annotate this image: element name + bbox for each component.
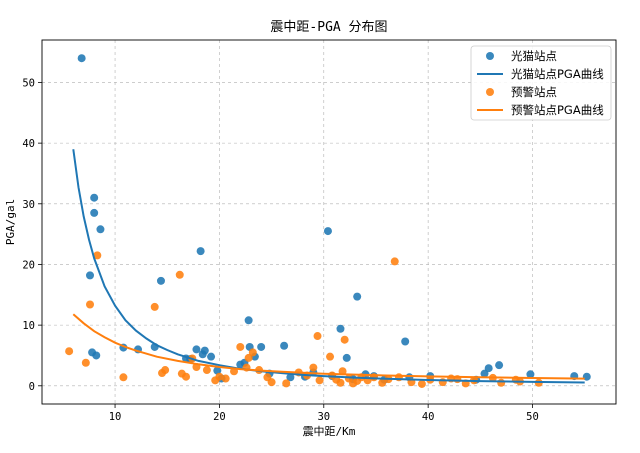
scatter-point	[156, 276, 165, 285]
scatter-point	[313, 332, 322, 341]
legend-box	[470, 45, 612, 121]
scatter-point	[244, 353, 253, 362]
scatter-point	[342, 353, 351, 362]
scatter-point	[340, 335, 349, 344]
scatter-point	[378, 378, 387, 387]
chart-title: 震中距-PGA 分布图	[270, 20, 387, 35]
scatter-point	[96, 225, 105, 234]
scatter-point	[200, 346, 209, 355]
legend-label: 光猫站点PGA曲线	[511, 67, 604, 81]
scatter-point	[484, 364, 493, 373]
scatter-point	[221, 374, 230, 383]
scatter-point	[213, 366, 222, 375]
axis-ticks: 10 20 30 40 50 0 10 20 30 40 50	[22, 77, 538, 423]
legend-label: 预警站点	[511, 85, 557, 99]
scatter-point	[86, 271, 95, 280]
scatter-point	[582, 372, 591, 381]
scatter-point	[326, 352, 335, 361]
scatter-point	[150, 302, 159, 311]
y-tick-label: 0	[29, 381, 35, 393]
scatter-point	[401, 337, 410, 346]
y-tick-label: 50	[22, 77, 35, 89]
scatter-point	[236, 342, 245, 351]
x-tick-label: 50	[526, 411, 539, 423]
scatter-point	[90, 208, 99, 217]
scatter-point	[65, 347, 74, 356]
scatter-point	[93, 251, 102, 260]
y-axis-label: PGA/gal	[4, 199, 17, 245]
scatter-point	[192, 345, 201, 354]
plot-series	[65, 54, 591, 388]
scatter-point	[92, 351, 101, 360]
scatter-point	[248, 348, 257, 357]
scatter-point	[215, 372, 224, 381]
scatter-point	[86, 300, 95, 309]
scatter-point	[257, 342, 266, 351]
fit-curve	[72, 313, 585, 380]
scatter-point	[119, 373, 128, 382]
scatter-point	[161, 366, 170, 375]
scatter-point	[90, 193, 99, 202]
y-tick-label: 20	[22, 259, 35, 271]
scatter-point	[526, 370, 535, 379]
x-tick-label: 10	[109, 411, 122, 423]
legend-label: 光猫站点	[511, 49, 557, 63]
x-tick-label: 40	[422, 411, 435, 423]
scatter-point	[495, 361, 504, 370]
scatter-point	[480, 369, 489, 378]
scatter-point	[280, 341, 289, 350]
scatter-series-2	[65, 251, 543, 388]
scatter-point	[309, 363, 318, 372]
x-tick-label: 20	[213, 411, 226, 423]
scatter-point	[390, 257, 399, 266]
scatter-point	[175, 270, 184, 279]
scatter-point	[207, 352, 216, 361]
legend-marker	[486, 52, 494, 60]
scatter-point	[196, 247, 205, 256]
fit-curve	[72, 149, 585, 384]
scatter-point	[282, 379, 291, 388]
scatter-point	[417, 379, 426, 388]
scatter-point	[182, 372, 191, 381]
y-tick-label: 30	[22, 199, 35, 211]
scatter-point	[77, 54, 86, 63]
scatter-point	[81, 358, 90, 367]
scatter-point	[286, 373, 295, 382]
scatter-point	[244, 316, 253, 325]
x-axis-label: 震中距/Km	[303, 425, 356, 438]
scatter-point	[497, 378, 506, 387]
scatter-point	[267, 378, 276, 387]
scatter-point	[315, 376, 324, 385]
y-tick-label: 40	[22, 138, 35, 150]
scatter-point	[353, 292, 362, 301]
x-tick-label: 30	[317, 411, 330, 423]
scatter-point	[323, 227, 332, 236]
legend-label: 预警站点PGA曲线	[511, 103, 604, 117]
y-tick-label: 10	[22, 320, 35, 332]
scatter-point	[336, 324, 345, 333]
legend-marker	[486, 88, 494, 96]
scatter-point	[336, 378, 345, 387]
plot-frame	[41, 39, 617, 405]
grid	[42, 40, 616, 404]
scatter-point	[202, 366, 211, 375]
